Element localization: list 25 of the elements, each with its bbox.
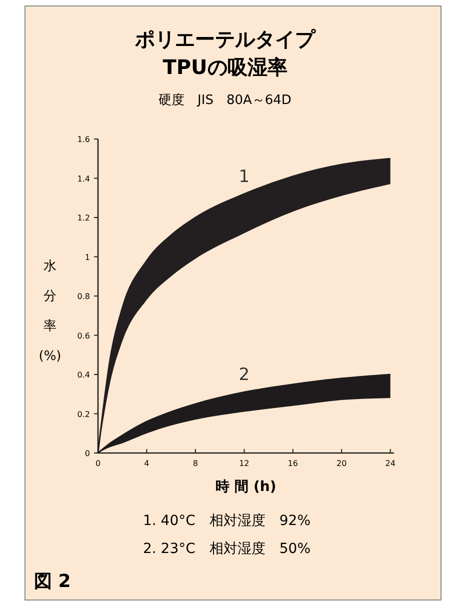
y-tick-label: 0.2 bbox=[77, 410, 90, 419]
text: 2. 23°C 相対湿度 50% bbox=[143, 541, 311, 557]
chart-subtitle: 硬度 JIS 80A～64D bbox=[158, 92, 292, 108]
y-tick-label: 1.4 bbox=[77, 174, 90, 184]
x-tick-label: 12 bbox=[239, 459, 250, 468]
y-axis-title: 水分率(%) bbox=[38, 259, 62, 364]
chart-title: ポリエーテルタイプ TPUの吸湿率 bbox=[134, 27, 316, 79]
y-tick-label: 1 bbox=[84, 252, 90, 262]
x-tick-label: 0 bbox=[95, 459, 101, 468]
series-label: 2 bbox=[238, 365, 250, 386]
y-tick-label: 0.4 bbox=[77, 370, 90, 380]
x-axis-title: 時 間 (h) bbox=[216, 479, 276, 495]
series-label: 1 bbox=[238, 166, 250, 187]
x-tick-label: 16 bbox=[288, 459, 298, 468]
x-tick-label: 8 bbox=[192, 459, 198, 468]
caption: 図 2 bbox=[34, 571, 71, 592]
y-tick-label: 0 bbox=[84, 449, 90, 458]
x-tick-label: 4 bbox=[144, 459, 150, 468]
x-tick-label: 20 bbox=[336, 459, 347, 468]
y-tick-label: 1.6 bbox=[77, 135, 90, 144]
y-tick-label: 1.2 bbox=[77, 214, 90, 222]
text: 1. 40°C 相対湿度 92% bbox=[143, 513, 311, 529]
x-tick-label: 24 bbox=[385, 459, 396, 468]
y-tick-label: 0.8 bbox=[77, 292, 90, 301]
y-tick-label: 0.6 bbox=[77, 331, 90, 340]
